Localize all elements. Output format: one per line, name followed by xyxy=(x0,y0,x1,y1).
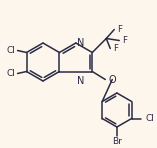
Text: F: F xyxy=(113,44,118,53)
Text: Cl: Cl xyxy=(146,114,154,123)
Text: F: F xyxy=(117,25,122,34)
Text: Br: Br xyxy=(112,136,122,145)
Text: Cl: Cl xyxy=(6,46,15,55)
Text: F: F xyxy=(122,36,127,45)
Text: O: O xyxy=(108,74,116,85)
Text: N: N xyxy=(77,38,84,48)
Text: N: N xyxy=(77,76,84,86)
Text: Cl: Cl xyxy=(6,69,15,78)
